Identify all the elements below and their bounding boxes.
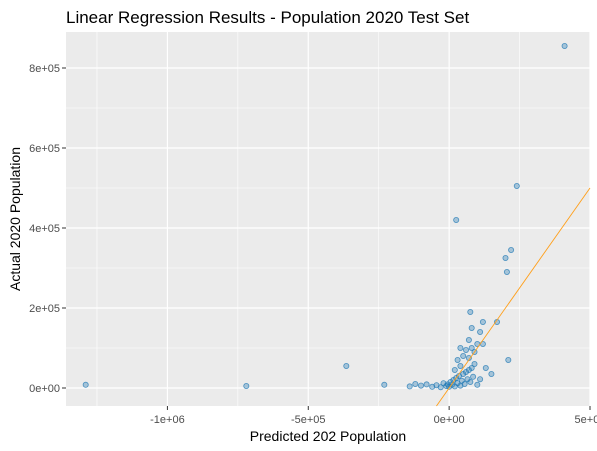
data-point — [381, 381, 388, 388]
x-axis-label: Predicted 202 Population — [250, 428, 406, 444]
data-point — [467, 308, 474, 315]
y-tick-label: 4e+05 — [29, 223, 60, 235]
data-point — [502, 254, 509, 261]
data-point — [479, 318, 486, 325]
y-tick-label: 8e+05 — [29, 63, 60, 75]
data-point — [454, 356, 461, 363]
data-point — [243, 382, 250, 389]
data-point — [488, 370, 495, 377]
data-point — [468, 344, 475, 351]
x-tick-label: 5e+05 — [575, 414, 597, 426]
data-points — [82, 43, 568, 391]
data-point — [505, 356, 512, 363]
data-point — [470, 373, 477, 380]
data-point — [457, 362, 464, 369]
data-point — [561, 43, 568, 50]
data-point — [477, 376, 484, 383]
data-point — [474, 381, 481, 388]
plot-panel — [66, 32, 590, 406]
data-point — [457, 344, 464, 351]
data-point — [462, 346, 469, 353]
data-point — [423, 381, 430, 388]
regression-line — [436, 187, 591, 407]
data-point — [461, 380, 468, 387]
x-tick-label: -5e+05 — [291, 414, 326, 426]
data-point — [503, 268, 510, 275]
data-point — [451, 366, 458, 373]
y-tick-label: 6e+05 — [29, 143, 60, 155]
x-axis-ticks: -1e+06 -5e+05 0e+00 5e+05 — [150, 406, 597, 426]
data-point — [468, 364, 475, 371]
x-tick-label: 0e+00 — [434, 414, 465, 426]
fit-line-group — [436, 187, 591, 407]
data-point — [460, 352, 467, 359]
data-point — [465, 336, 472, 343]
data-point — [467, 378, 474, 385]
y-axis-ticks: 0e+00 2e+05 4e+05 6e+05 8e+05 — [29, 63, 66, 395]
chart-title: Linear Regression Results - Population 2… — [66, 8, 469, 27]
x-tick-label: -1e+06 — [150, 414, 185, 426]
y-axis-label: Actual 2020 Population — [7, 147, 23, 291]
data-point — [508, 246, 515, 253]
data-point — [412, 380, 419, 387]
data-point — [82, 381, 89, 388]
data-point — [453, 216, 460, 223]
data-point — [482, 364, 489, 371]
y-tick-label: 2e+05 — [29, 303, 60, 315]
data-point — [343, 362, 350, 369]
data-point — [417, 382, 424, 389]
data-point — [471, 360, 478, 367]
data-point — [437, 384, 444, 391]
data-point — [468, 324, 475, 331]
data-point — [406, 383, 413, 390]
data-point — [513, 182, 520, 189]
data-point — [477, 328, 484, 335]
gridlines — [66, 32, 591, 406]
y-tick-label: 0e+00 — [29, 383, 60, 395]
